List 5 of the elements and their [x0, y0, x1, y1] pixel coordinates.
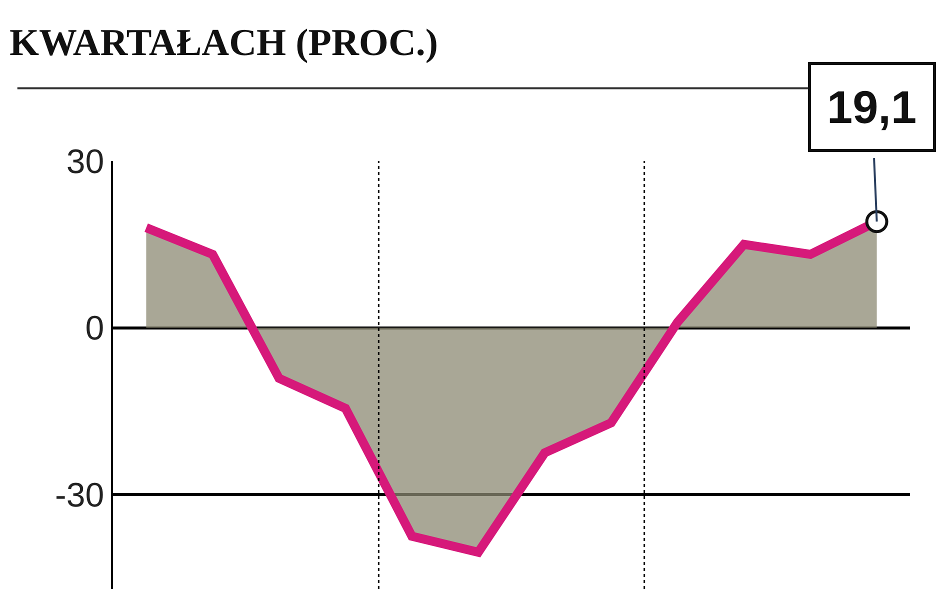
- chart-title: KWARTAŁACH (PROC.): [9, 22, 438, 64]
- y-tick-label: 30: [66, 142, 104, 181]
- annotation: 19,1: [827, 81, 917, 133]
- y-tick-label: 0: [85, 310, 104, 348]
- y-tick-label: -30: [55, 476, 104, 514]
